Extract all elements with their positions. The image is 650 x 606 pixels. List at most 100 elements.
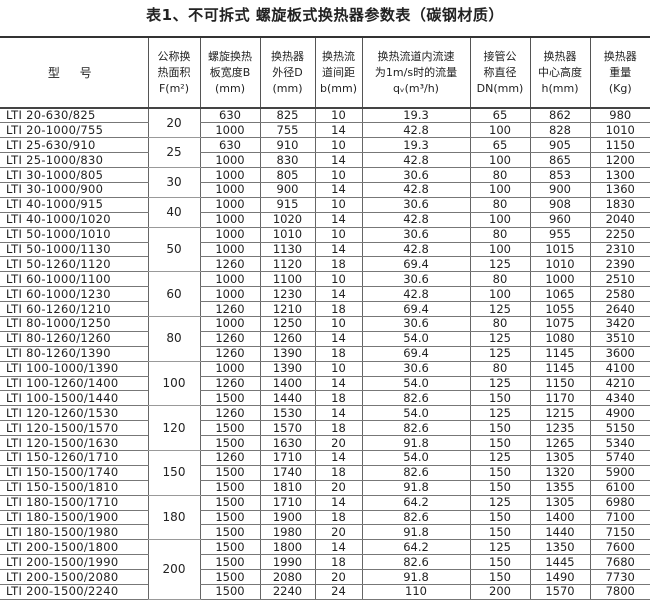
cell-outer-diameter: 910: [259, 137, 315, 154]
cell-channel-spacing: 14: [314, 331, 362, 347]
cell-flow-rate: 19.3: [361, 108, 470, 124]
cell-channel-spacing: 14: [314, 450, 362, 466]
header-line: 中心高度: [538, 65, 582, 79]
cell-nozzle-diameter: 80: [469, 227, 530, 243]
cell-center-height: 1065: [529, 286, 590, 303]
cell-center-height: 1235: [529, 420, 590, 437]
cell-plate-width: 1260: [199, 256, 260, 273]
cell-center-height: 960: [529, 212, 590, 228]
cell-plate-width: 1000: [199, 182, 260, 198]
cell-nozzle-diameter: 125: [469, 346, 530, 362]
cell-channel-spacing: 18: [314, 465, 362, 481]
cell-weight: 5340: [589, 435, 650, 451]
cell-weight: 2310: [589, 242, 650, 258]
cell-weight: 5740: [589, 450, 650, 466]
cell-plate-width: 1500: [199, 569, 260, 585]
header-center-height: 换热器 中心高度 h(mm): [529, 36, 590, 109]
cell-channel-spacing: 14: [314, 152, 362, 169]
cell-flow-rate: 91.8: [361, 569, 470, 585]
table-row: LTI 50-1000/1130 1000 1130 14 42.8 100 1015 231…: [0, 242, 650, 258]
header-line: (Kg): [608, 81, 632, 95]
cell-outer-diameter: 1100: [259, 271, 315, 288]
cell-outer-diameter: 1230: [259, 286, 315, 303]
cell-area: 80: [147, 316, 200, 362]
cell-model: LTI 180-1500/1980: [0, 524, 148, 541]
cell-center-height: 1145: [529, 361, 590, 377]
header-line: 热面积: [157, 65, 191, 79]
cell-channel-spacing: 10: [314, 361, 362, 377]
cell-model: LTI 60-1000/1100: [0, 271, 148, 288]
cell-model: LTI 80-1260/1260: [0, 331, 148, 347]
cell-flow-rate: 82.6: [361, 554, 470, 571]
cell-flow-rate: 64.2: [361, 539, 470, 556]
cell-model: LTI 25-630/910: [0, 137, 148, 154]
cell-area: 60: [147, 271, 200, 317]
table-row: LTI 120-1500/1630 1500 1630 20 91.8 150 1265 53…: [0, 435, 650, 451]
cell-plate-width: 1000: [199, 242, 260, 258]
header-line: F(m²): [158, 81, 190, 95]
cell-nozzle-diameter: 125: [469, 405, 530, 422]
cell-channel-spacing: 10: [314, 108, 362, 124]
cell-nozzle-diameter: 100: [469, 212, 530, 228]
cell-outer-diameter: 1980: [259, 524, 315, 541]
cell-flow-rate: 54.0: [361, 405, 470, 422]
cell-weight: 3420: [589, 316, 650, 332]
cell-nozzle-diameter: 65: [469, 137, 530, 154]
cell-flow-rate: 30.6: [361, 316, 470, 332]
cell-flow-rate: 82.6: [361, 465, 470, 481]
cell-outer-diameter: 1800: [259, 539, 315, 556]
cell-outer-diameter: 1210: [259, 301, 315, 317]
cell-nozzle-diameter: 100: [469, 152, 530, 169]
cell-outer-diameter: 1740: [259, 465, 315, 481]
cell-center-height: 1440: [529, 524, 590, 541]
cell-center-height: 905: [529, 137, 590, 154]
table-row: LTI 50-1000/1010 50 1000 1010 10 30.6 80 955 225…: [0, 227, 650, 273]
table-row: LTI 100-1260/1400 1260 1400 14 54.0 125 1150 42…: [0, 376, 650, 392]
cell-center-height: 1010: [529, 256, 590, 273]
cell-channel-spacing: 10: [314, 271, 362, 288]
cell-flow-rate: 42.8: [361, 286, 470, 303]
cell-outer-diameter: 1710: [259, 495, 315, 511]
cell-plate-width: 1000: [199, 227, 260, 243]
header-area: 公称换 热面积 F(m²): [147, 36, 200, 109]
cell-outer-diameter: 1260: [259, 331, 315, 347]
cell-outer-diameter: 1250: [259, 316, 315, 332]
header-line: DN(mm): [476, 81, 524, 95]
cell-plate-width: 1500: [199, 495, 260, 511]
cell-center-height: 900: [529, 182, 590, 198]
cell-nozzle-diameter: 200: [469, 584, 530, 600]
cell-channel-spacing: 10: [314, 137, 362, 154]
header-line: 螺旋换热: [208, 49, 252, 63]
cell-weight: 4100: [589, 361, 650, 377]
cell-outer-diameter: 1130: [259, 242, 315, 258]
cell-area: 30: [147, 167, 200, 198]
cell-model: LTI 80-1260/1390: [0, 346, 148, 362]
cell-weight: 7600: [589, 539, 650, 556]
cell-plate-width: 1500: [199, 584, 260, 600]
cell-nozzle-diameter: 150: [469, 390, 530, 407]
table-row: LTI 25-1000/830 1000 830 14 42.8 100 865 1200: [0, 152, 650, 169]
cell-flow-rate: 30.6: [361, 167, 470, 183]
cell-channel-spacing: 10: [314, 167, 362, 183]
cell-outer-diameter: 1810: [259, 480, 315, 496]
header-line: (mm): [272, 81, 303, 95]
cell-model: LTI 150-1500/1810: [0, 480, 148, 496]
cell-flow-rate: 30.6: [361, 197, 470, 213]
cell-flow-rate: 42.8: [361, 182, 470, 198]
cell-weight: 1010: [589, 122, 650, 139]
cell-area: 120: [147, 405, 200, 451]
cell-channel-spacing: 14: [314, 376, 362, 392]
cell-flow-rate: 110: [361, 584, 470, 600]
cell-flow-rate: 30.6: [361, 271, 470, 288]
cell-area: 40: [147, 197, 200, 228]
cell-center-height: 1215: [529, 405, 590, 422]
cell-flow-rate: 69.4: [361, 301, 470, 317]
table-row: LTI 20-1000/755 1000 755 14 42.8 100 828 1010: [0, 122, 650, 139]
header-plate-width: 螺旋换热 板宽度B (mm): [199, 36, 260, 109]
cell-model: LTI 20-630/825: [0, 108, 148, 124]
header-line: 重量: [609, 65, 632, 79]
header-line: 称直径: [483, 65, 517, 79]
cell-nozzle-diameter: 125: [469, 495, 530, 511]
cell-channel-spacing: 20: [314, 435, 362, 451]
cell-outer-diameter: 1440: [259, 390, 315, 407]
